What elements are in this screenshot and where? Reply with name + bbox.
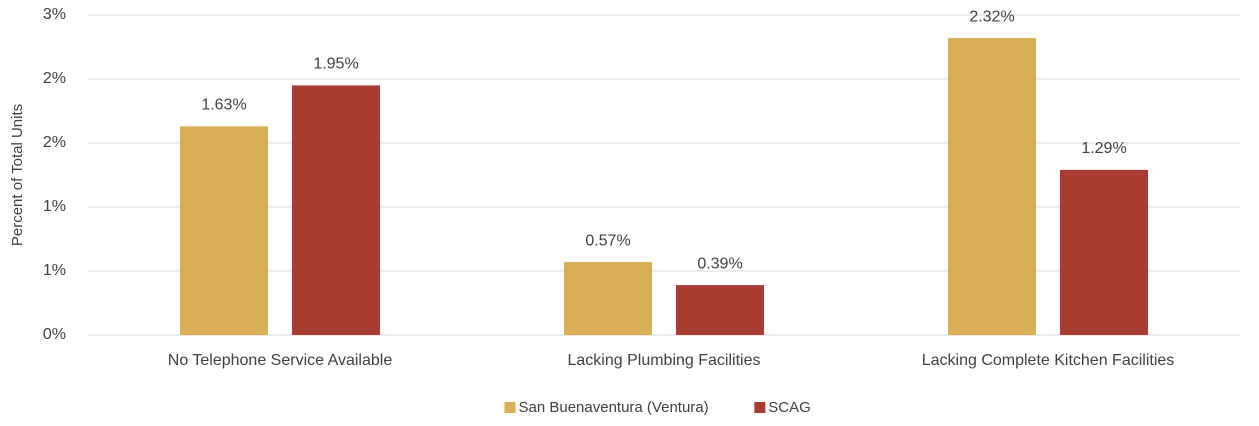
x-tick-label: Lacking Plumbing Facilities: [568, 352, 761, 369]
y-tick-label: 1%: [43, 262, 66, 279]
x-tick-label: No Telephone Service Available: [168, 352, 393, 369]
y-tick-label: 0%: [43, 326, 66, 343]
y-axis-title: Percent of Total Units: [9, 104, 26, 246]
bar: [676, 285, 764, 335]
bar: [948, 38, 1036, 335]
y-tick-label: 2%: [43, 70, 66, 87]
data-label: 0.57%: [585, 232, 630, 249]
y-tick-label: 1%: [43, 198, 66, 215]
data-label: 2.32%: [969, 8, 1014, 25]
bar: [292, 85, 380, 336]
data-label: 0.39%: [697, 255, 742, 272]
legend-label: SCAG: [768, 399, 811, 416]
legend-swatch: [504, 402, 516, 413]
bar: [564, 262, 652, 335]
x-tick-label: Lacking Complete Kitchen Facilities: [922, 352, 1175, 369]
y-tick-label: 2%: [43, 134, 66, 151]
legend-swatch: [754, 402, 766, 413]
data-label: 1.29%: [1081, 140, 1126, 157]
data-label: 1.95%: [313, 56, 358, 73]
legend-label: San Buenaventura (Ventura): [519, 399, 709, 416]
data-label: 1.63%: [201, 97, 246, 114]
bar: [1060, 169, 1148, 335]
bar: [180, 126, 268, 335]
y-tick-label: 3%: [43, 6, 66, 23]
